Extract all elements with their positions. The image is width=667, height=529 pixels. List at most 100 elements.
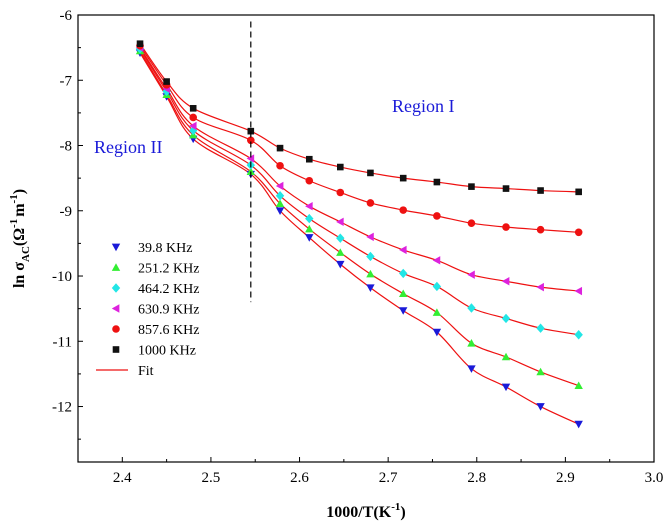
data-point <box>502 185 510 192</box>
fit-curve-2 <box>139 50 579 387</box>
region-ii-annotation: Region II <box>94 137 162 157</box>
data-point <box>575 188 582 196</box>
x-tick-label: 2.7 <box>379 470 398 486</box>
data-point <box>467 339 476 347</box>
data-point <box>276 161 284 170</box>
legend-label: 1000 KHz <box>138 344 196 359</box>
legend-marker <box>111 243 121 252</box>
data-point <box>275 191 285 201</box>
data-point <box>536 282 544 292</box>
data-point <box>366 251 375 262</box>
data-point <box>432 328 442 337</box>
legend-label: Fit <box>138 364 154 379</box>
fit-curve-3 <box>139 48 579 336</box>
fit-curve-4 <box>139 47 579 292</box>
legend-marker <box>111 304 120 313</box>
data-point <box>574 228 583 237</box>
legend-marker <box>111 263 121 271</box>
y-axis-label: ln σAC(Ω-1m-1) <box>8 189 32 288</box>
series-2 <box>135 46 583 390</box>
data-point <box>399 307 408 315</box>
data-point <box>399 289 408 298</box>
series-3 <box>135 44 583 340</box>
data-point <box>399 206 408 214</box>
data-point <box>574 330 583 340</box>
data-point <box>502 223 510 231</box>
data-point <box>536 367 545 376</box>
x-axis: 2.4 2.5 2.6 2.7 2.8 2.9 3.0 <box>77 457 664 486</box>
data-point <box>536 323 545 333</box>
data-point <box>467 365 476 373</box>
data-markers <box>135 40 583 429</box>
data-point <box>537 187 544 194</box>
data-point <box>336 260 345 269</box>
data-point <box>366 199 375 207</box>
y-axis-label-sup2: -1 <box>8 194 20 203</box>
series-1 <box>135 49 583 429</box>
data-point <box>468 183 475 190</box>
x-tick-label: 2.6 <box>290 470 309 486</box>
y-axis: -6 -7 -8 -9 -10 -11 -12 <box>52 8 83 440</box>
data-point <box>136 40 144 48</box>
data-point <box>366 269 375 278</box>
data-point <box>305 176 314 185</box>
y-axis-label-unit-close: ) <box>11 189 28 194</box>
y-axis-label-unit-open: (Ω <box>11 228 28 246</box>
plot-area <box>77 14 655 463</box>
data-point <box>433 212 441 220</box>
legend: 39.8 KHz 251.2 KHz 464.2 KHz 630.9 KHz 857.6… <box>96 241 199 379</box>
series-4 <box>135 43 583 296</box>
data-point <box>162 86 171 97</box>
legend-marker <box>111 283 121 293</box>
legend-label: 251.2 KHz <box>138 262 199 277</box>
x-tick-label: 2.4 <box>113 470 132 486</box>
data-point <box>247 136 255 145</box>
data-point <box>467 270 475 279</box>
x-tick-label: 3.0 <box>645 470 664 486</box>
fit-curve-1 <box>139 52 579 425</box>
plot-frame <box>77 14 655 463</box>
y-tick-label: -7 <box>60 73 73 89</box>
x-tick-label: 2.5 <box>202 470 221 486</box>
data-point <box>305 201 313 211</box>
legend-marker <box>112 325 120 333</box>
y-tick-label: -11 <box>53 334 72 350</box>
data-point <box>501 277 510 286</box>
data-point <box>433 178 441 186</box>
data-point <box>432 308 442 316</box>
data-point <box>536 403 545 411</box>
x-tick-label: 2.9 <box>556 470 575 486</box>
data-point <box>467 219 476 227</box>
y-tick-label: -9 <box>60 204 73 220</box>
data-point <box>366 232 374 242</box>
series-6 <box>136 40 582 196</box>
y-axis-label-sub: AC <box>20 246 32 262</box>
x-axis-label-close: ) <box>400 504 405 521</box>
x-axis-label-sup: -1 <box>391 501 400 513</box>
fit-curve-6 <box>139 43 579 193</box>
y-tick-label: -6 <box>60 8 73 24</box>
data-point <box>275 181 284 191</box>
data-point <box>467 303 476 313</box>
data-point <box>189 121 197 131</box>
data-point <box>399 245 407 255</box>
x-axis-label-main: 1000/T(K <box>326 504 391 521</box>
data-point <box>366 284 375 292</box>
y-axis-label-unit-mid: m <box>11 203 28 217</box>
legend-label: 630.9 KHz <box>138 303 199 318</box>
data-point <box>336 217 344 227</box>
data-point <box>189 105 197 112</box>
data-point <box>305 224 314 233</box>
region-i-annotation: Region I <box>392 96 455 116</box>
data-point <box>163 78 170 85</box>
y-tick-label: -8 <box>60 139 73 155</box>
data-point <box>399 174 407 182</box>
data-point <box>275 199 285 207</box>
data-point <box>574 420 583 429</box>
data-point <box>574 381 583 390</box>
y-tick-label: -10 <box>52 269 72 285</box>
data-point <box>305 155 313 163</box>
data-point <box>336 248 345 256</box>
x-axis-label: 1000/T(K-1) <box>326 501 405 521</box>
